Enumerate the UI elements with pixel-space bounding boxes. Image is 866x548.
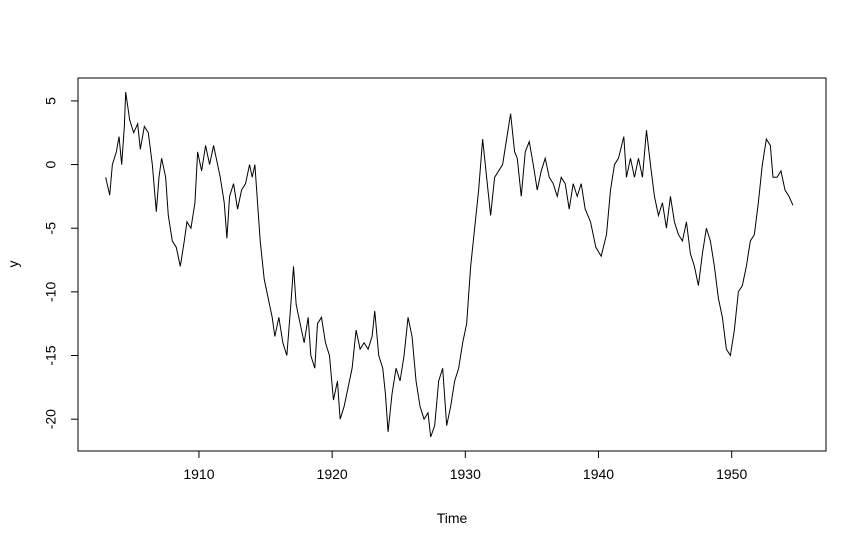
y-tick-label: -15 <box>43 345 59 365</box>
x-tick-label: 1940 <box>583 466 614 482</box>
y-tick-label: -5 <box>43 222 59 235</box>
y-tick-label: -10 <box>43 282 59 302</box>
x-tick-label: 1950 <box>716 466 747 482</box>
y-tick-label: 5 <box>43 97 59 105</box>
x-axis-label: Time <box>437 510 468 526</box>
y-tick-label: -20 <box>43 409 59 429</box>
series-line <box>105 91 794 438</box>
x-tick-label: 1910 <box>183 466 214 482</box>
y-axis-label: y <box>5 261 21 268</box>
y-tick-label: 0 <box>43 160 59 168</box>
x-tick-label: 1930 <box>450 466 481 482</box>
x-tick-label: 1920 <box>317 466 348 482</box>
